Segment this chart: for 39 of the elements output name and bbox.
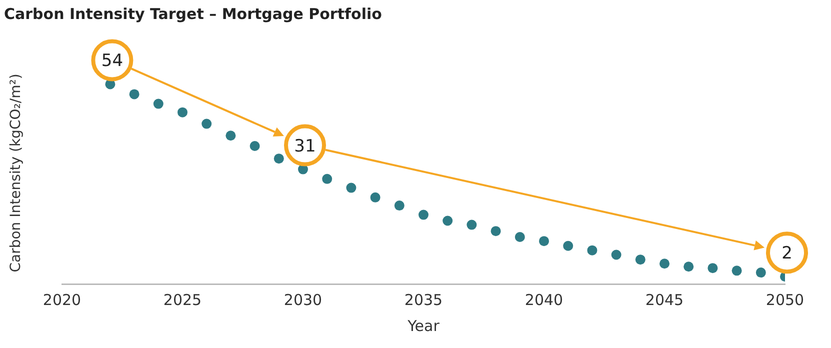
point: [587, 245, 598, 256]
point: [660, 258, 670, 269]
point: [708, 263, 718, 274]
x-tick-label: 2035: [404, 290, 443, 309]
x-tick-label: 2020: [42, 290, 82, 309]
point: [346, 182, 356, 193]
data-label: 2: [782, 244, 792, 264]
point: [178, 107, 188, 118]
point: [153, 98, 164, 109]
point: [129, 89, 140, 100]
point: [756, 268, 766, 278]
y-axis-title: Carbon Intensity (kgCO₂/m²): [8, 74, 24, 272]
point: [635, 254, 646, 265]
x-tick-label: 2030: [284, 290, 322, 309]
chart-title: Carbon Intensity Target – Mortgage Portfolio: [4, 4, 382, 23]
point: [442, 216, 453, 226]
point: [394, 200, 404, 211]
point: [563, 240, 574, 251]
data-label: 31: [294, 136, 316, 156]
x-tick-label: 2050: [766, 290, 804, 309]
point: [611, 250, 622, 260]
x-axis-title: Year: [406, 316, 440, 335]
point: [322, 174, 332, 184]
point: [274, 154, 284, 164]
data-label: 54: [101, 51, 124, 72]
point: [418, 210, 428, 220]
point: [490, 226, 501, 236]
point: [539, 236, 549, 246]
point: [370, 192, 380, 202]
point: [732, 266, 742, 276]
point: [514, 232, 525, 242]
point: [226, 130, 236, 141]
point: [202, 118, 212, 129]
point: [684, 262, 694, 272]
x-tick-label: 2045: [645, 290, 684, 309]
x-tick-label: 2025: [163, 290, 202, 309]
x-tick-label: 2040: [524, 290, 564, 309]
point: [250, 140, 260, 151]
point: [466, 220, 477, 230]
